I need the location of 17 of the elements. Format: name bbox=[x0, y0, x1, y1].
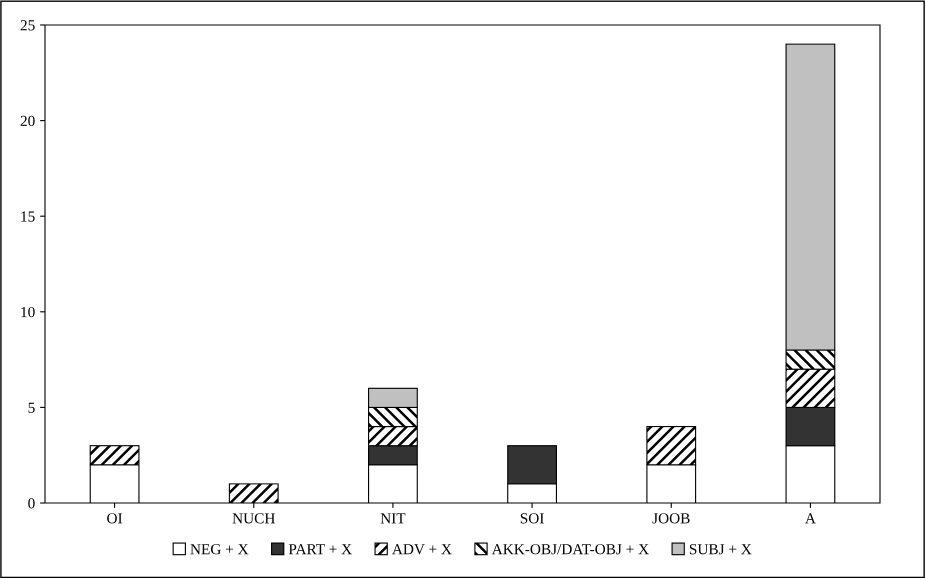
x-tick-label: SOI bbox=[520, 513, 544, 524]
legend-label: PART + X bbox=[288, 544, 352, 554]
y-tick-label: 5 bbox=[28, 402, 35, 413]
y-tick-label: 0 bbox=[28, 498, 35, 508]
y-tick-label: 20 bbox=[20, 116, 35, 126]
legend-label: SUBJ + X bbox=[690, 544, 752, 554]
x-tick-label: NIT bbox=[380, 513, 406, 524]
legend-label: AKK-OBJ/DAT-OBJ + X bbox=[492, 544, 649, 554]
y-tick-label: 15 bbox=[21, 211, 35, 222]
x-tick-label: OI bbox=[107, 513, 122, 524]
x-tick-label: JOOB bbox=[652, 513, 690, 524]
x-tick-label: A bbox=[805, 513, 816, 524]
y-tick-label: 25 bbox=[20, 20, 35, 30]
legend-label: NEG + X bbox=[190, 544, 248, 554]
y-tick-label: 10 bbox=[21, 306, 35, 318]
x-tick-label: NUCH bbox=[232, 513, 275, 524]
legend-label: ADV + X bbox=[392, 544, 452, 554]
